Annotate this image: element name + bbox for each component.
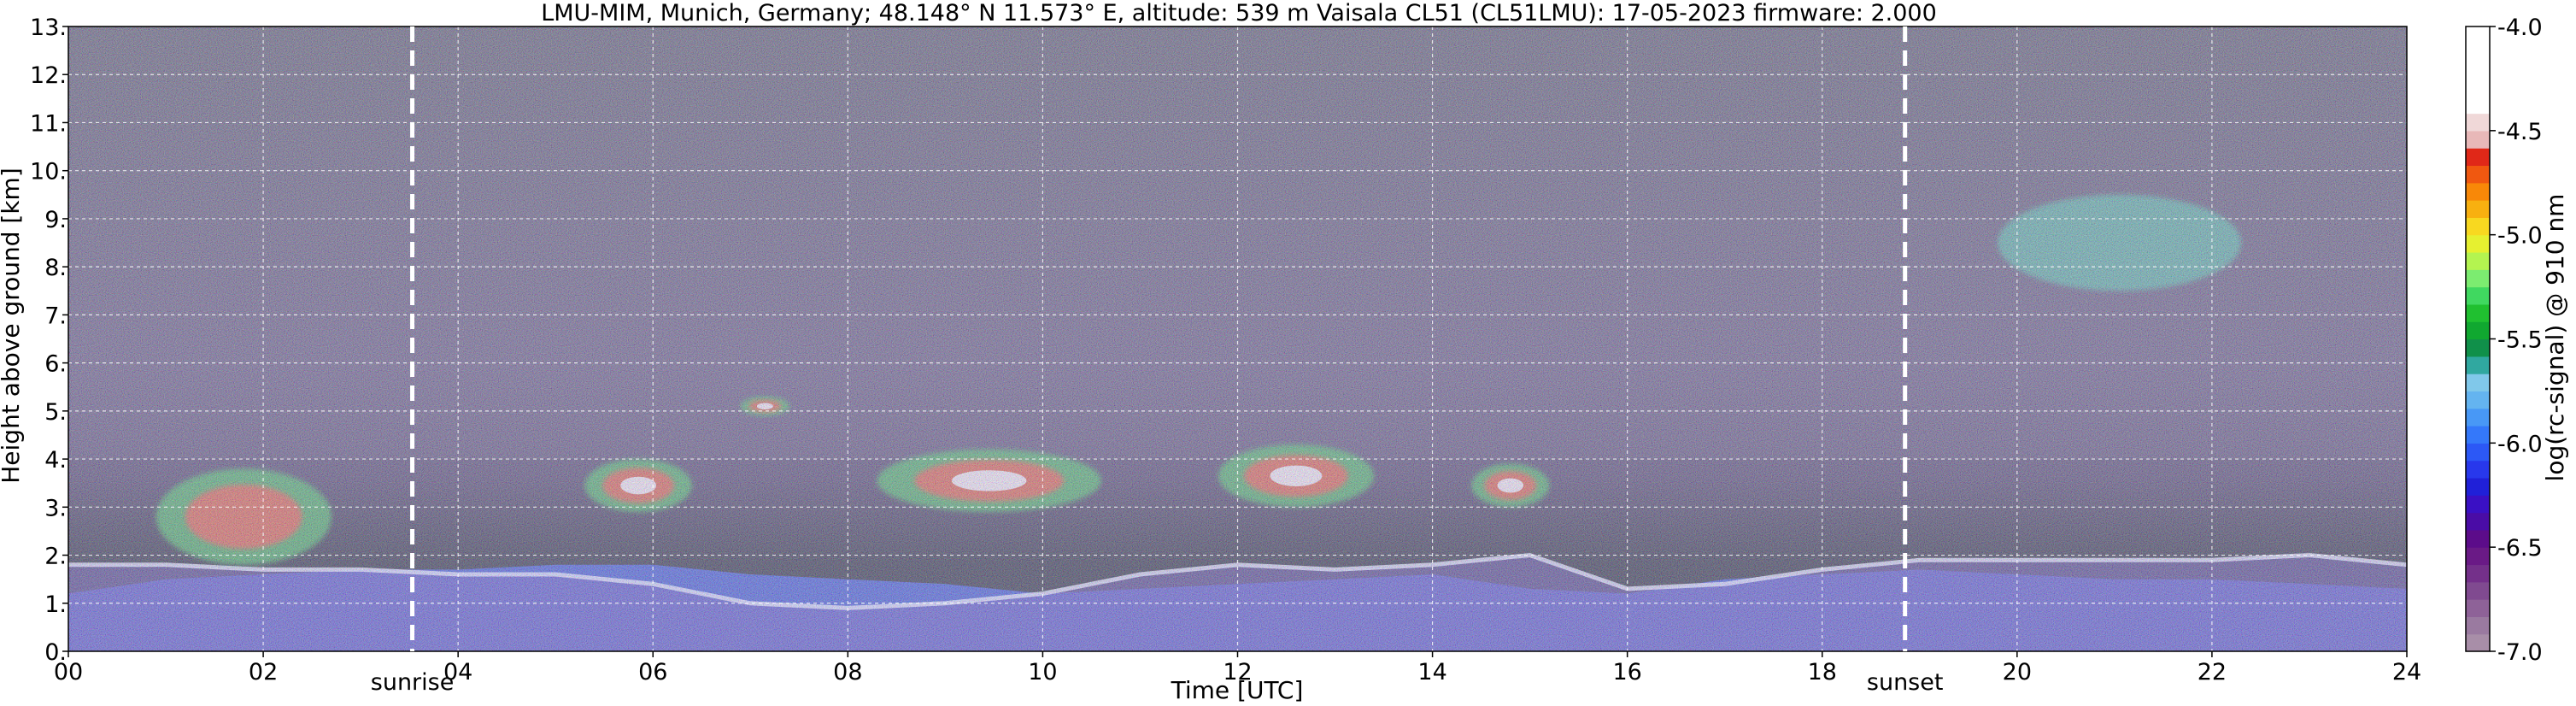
y-tick-label: 6. [44, 351, 67, 378]
colorbar-swatch [2466, 303, 2490, 322]
annotations: sunrise sunset [371, 26, 1944, 696]
colorbar-label: log(rc-signal) @ 910 nm [2541, 194, 2569, 482]
y-tick-label: 4. [44, 447, 67, 474]
colorbar-tick-label: -5.0 [2497, 223, 2543, 250]
colorbar-swatch [2466, 426, 2490, 444]
colorbar-swatch [2466, 547, 2490, 566]
y-tick-label: 10. [30, 159, 67, 185]
x-tick-label: 18 [1808, 659, 1837, 685]
y-tick-label: 9. [44, 207, 67, 233]
x-tick-label: 02 [249, 659, 278, 685]
y-tick-label: 12. [30, 62, 67, 89]
x-axis-label: Time [UTC] [1171, 676, 1304, 704]
colorbar-swatch [2466, 581, 2490, 600]
x-tick-label: 06 [638, 659, 667, 685]
y-tick-label: 5. [44, 399, 67, 426]
x-axis: 00 02 04 06 08 10 12 14 16 18 20 22 24 [54, 651, 2421, 685]
y-tick-label: 3. [44, 495, 67, 521]
x-tick-label: 24 [2392, 659, 2421, 685]
colorbar-swatch [2466, 130, 2490, 149]
colorbar-swatch [2466, 165, 2490, 184]
colorbar-swatch [2466, 338, 2490, 357]
colorbar-swatch [2466, 61, 2490, 79]
colorbar-swatch [2466, 408, 2490, 427]
colorbar-swatch [2466, 251, 2490, 270]
colorbar-swatch [2466, 460, 2490, 479]
y-tick-label: 11. [30, 110, 67, 137]
x-tick-label: 12 [1223, 659, 1252, 685]
colorbar-swatch [2466, 217, 2490, 236]
y-tick-label: 0. [44, 639, 67, 666]
x-tick-label: 08 [833, 659, 862, 685]
colorbar-swatch [2466, 78, 2490, 97]
y-tick-label: 2. [44, 544, 67, 570]
y-tick-label: 7. [44, 303, 67, 329]
colorbar-swatch [2466, 512, 2490, 531]
colorbar-swatch [2466, 529, 2490, 548]
colorbar-tick-label: -4.0 [2497, 15, 2543, 41]
x-tick-label: 00 [54, 659, 83, 685]
noise-overlay [68, 26, 2407, 651]
sunrise-label: sunrise [371, 669, 455, 696]
x-tick-label: 16 [1612, 659, 1641, 685]
colorbar-swatch [2466, 286, 2490, 305]
colorbar-tick-label: -6.0 [2497, 431, 2543, 457]
colorbar-swatch [2466, 200, 2490, 218]
colorbar-swatch [2466, 356, 2490, 374]
colorbar-tick-label: -7.0 [2497, 639, 2543, 666]
colorbar-swatch [2466, 616, 2490, 635]
x-tick-label: 10 [1028, 659, 1057, 685]
colorbar-tick-label: -4.5 [2497, 119, 2543, 145]
x-tick-label: 14 [1417, 659, 1446, 685]
colorbar-tick-label: -5.5 [2497, 327, 2543, 354]
colorbar-swatch [2466, 182, 2490, 201]
colorbar-swatch [2466, 26, 2490, 44]
plot-area [68, 26, 2407, 651]
x-tick-label: 22 [2198, 659, 2227, 685]
colorbar-tick-label: -6.5 [2497, 535, 2543, 562]
colorbar-swatch [2466, 564, 2490, 583]
colorbar-swatch [2466, 599, 2490, 617]
colorbar-swatch [2466, 477, 2490, 496]
x-tick-label: 20 [2003, 659, 2032, 685]
colorbar-swatch [2466, 148, 2490, 167]
colorbar-swatch [2466, 269, 2490, 288]
y-axis: 0. 1. 2. 3. 4. 5. 6. 7. 8. 9. 10. 11. 12. 13. [30, 15, 68, 666]
y-axis-label: Height above ground [km] [0, 168, 25, 484]
y-tick-label: 1. [44, 591, 67, 618]
colorbar-swatch [2466, 633, 2490, 652]
colorbar-swatch [2466, 113, 2490, 132]
colorbar-swatch [2466, 374, 2490, 392]
colorbar-swatch [2466, 321, 2490, 340]
x-tick-label: 04 [443, 659, 472, 685]
grid [68, 26, 2407, 651]
sunset-label: sunset [1867, 669, 1944, 696]
colorbar-swatch [2466, 44, 2490, 62]
colorbar: -4.0 -4.5 -5.0 -5.5 -6.0 -6.5 -7.0 [2465, 15, 2543, 666]
y-tick-label: 8. [44, 255, 67, 281]
colorbar-swatch [2466, 443, 2490, 462]
colorbar-swatch [2466, 234, 2490, 253]
colorbar-swatch [2466, 391, 2490, 409]
chart-title: LMU-MIM, Munich, Germany; 48.148° N 11.5… [541, 0, 1937, 26]
colorbar-swatch [2466, 495, 2490, 514]
colorbar-swatch [2466, 96, 2490, 115]
y-tick-label: 13. [30, 15, 67, 41]
